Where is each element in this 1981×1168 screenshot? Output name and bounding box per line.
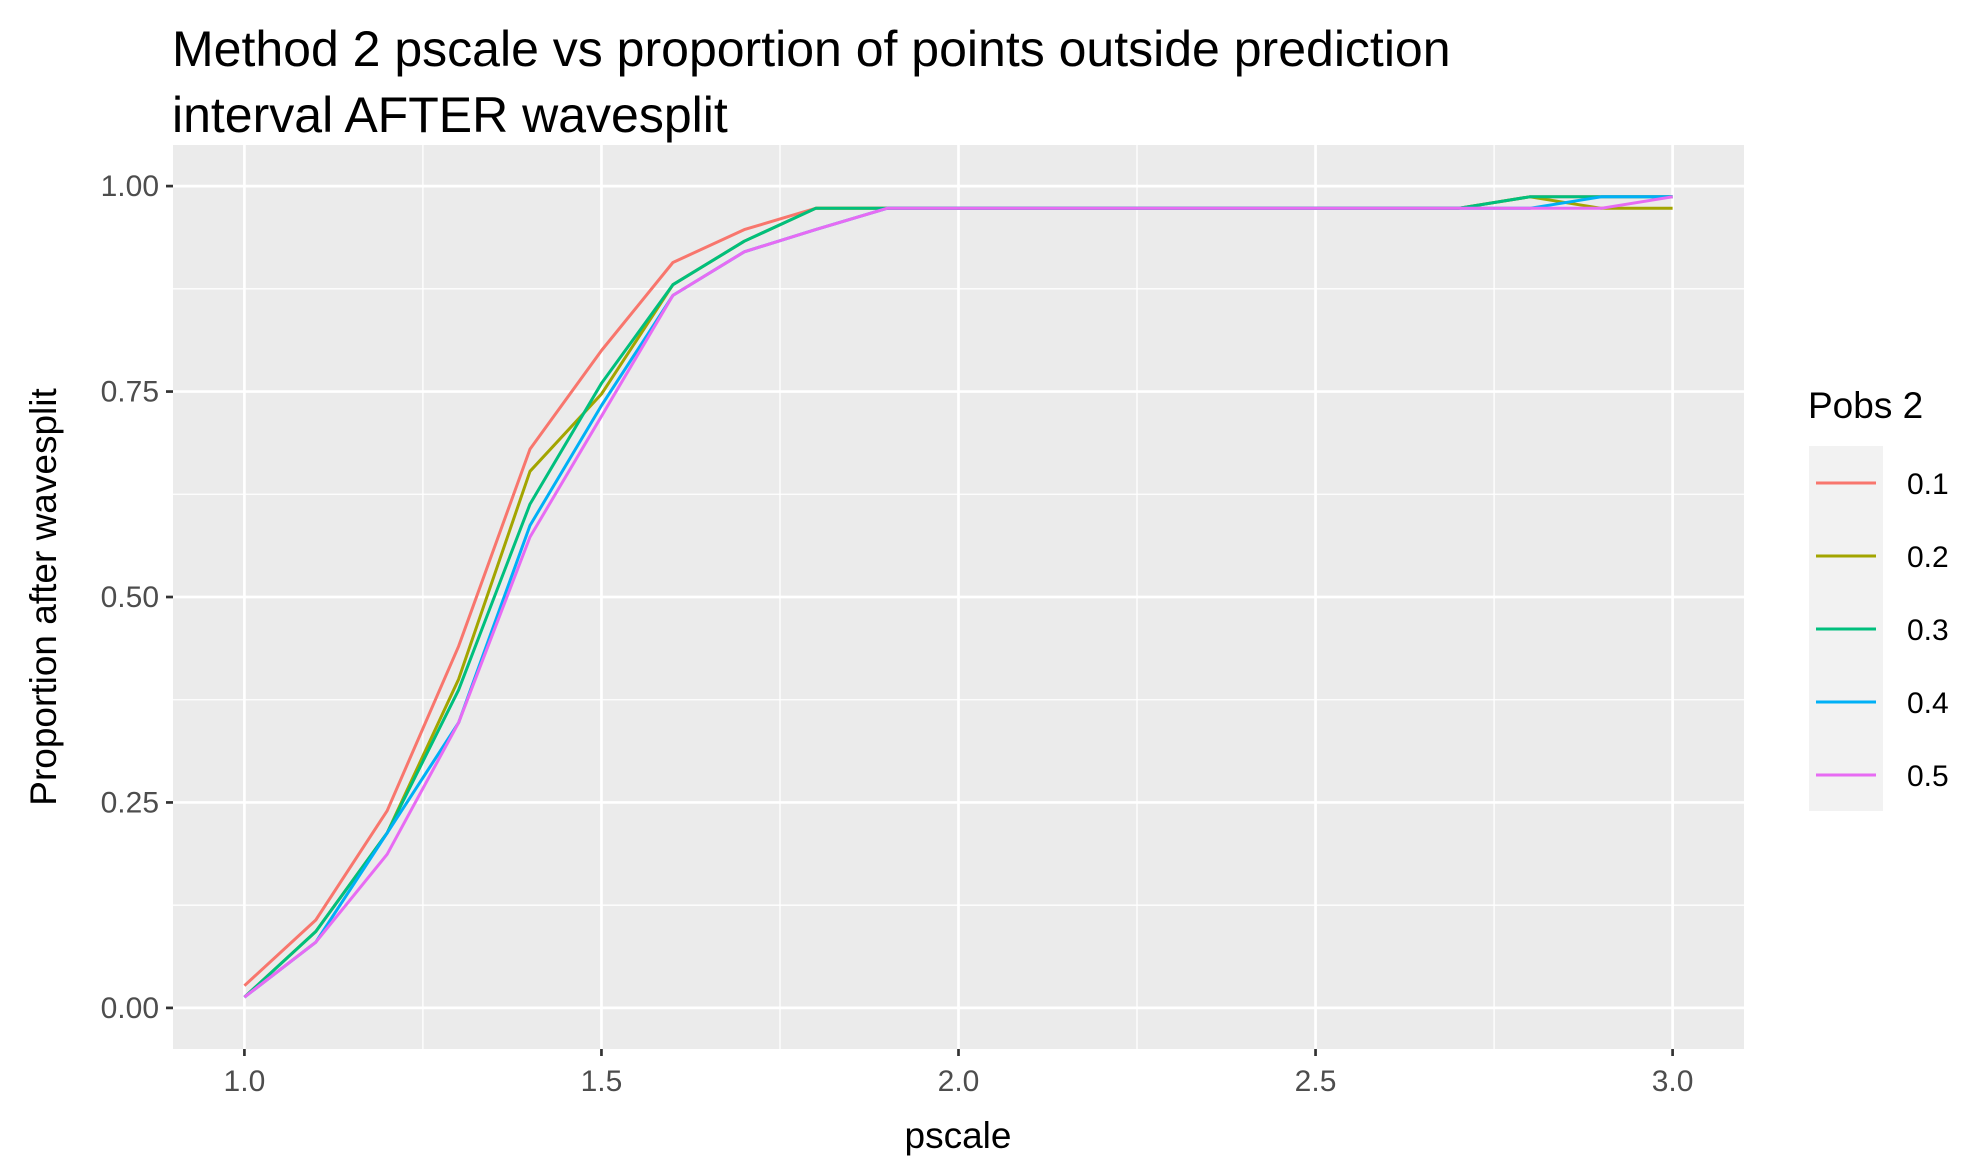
y-tick-label: 0.00 (101, 992, 159, 1025)
legend-label: 0.3 (1907, 614, 1949, 647)
y-tick-label: 0.25 (101, 786, 159, 819)
y-tick-label: 1.00 (101, 170, 159, 203)
x-axis-title: pscale (905, 1115, 1012, 1156)
x-tick-label: 1.5 (581, 1065, 623, 1098)
x-tick-label: 2.0 (938, 1065, 980, 1098)
series-line-0-5 (243, 195, 1673, 999)
y-axis-title: Proportion after wavesplit (23, 388, 64, 806)
x-tick-label: 3.0 (1652, 1065, 1694, 1098)
series-lines (243, 195, 1673, 999)
legend-label: 0.2 (1907, 541, 1949, 574)
x-tick-label: 1.0 (224, 1065, 266, 1098)
legend-label: 0.4 (1907, 687, 1949, 720)
y-tick-label: 0.75 (101, 376, 159, 409)
legend-label: 0.5 (1907, 760, 1949, 793)
y-axis: 0.00 0.25 0.50 0.75 1.00 (101, 170, 173, 1025)
legend-title: Pobs 2 (1808, 385, 1923, 426)
x-axis: 1.0 1.5 2.0 2.5 3.0 (224, 1049, 1694, 1098)
legend: Pobs 2 0.1 0.2 0.3 0.4 0.5 (1808, 385, 1949, 811)
major-gridlines (173, 145, 1744, 1049)
x-tick-label: 2.5 (1295, 1065, 1337, 1098)
y-tick-label: 0.50 (101, 581, 159, 614)
chart-title-line-1: Method 2 pscale vs proportion of points … (172, 21, 1451, 77)
chart-title-line-2: interval AFTER wavesplit (172, 87, 728, 143)
legend-label: 0.1 (1907, 468, 1949, 501)
